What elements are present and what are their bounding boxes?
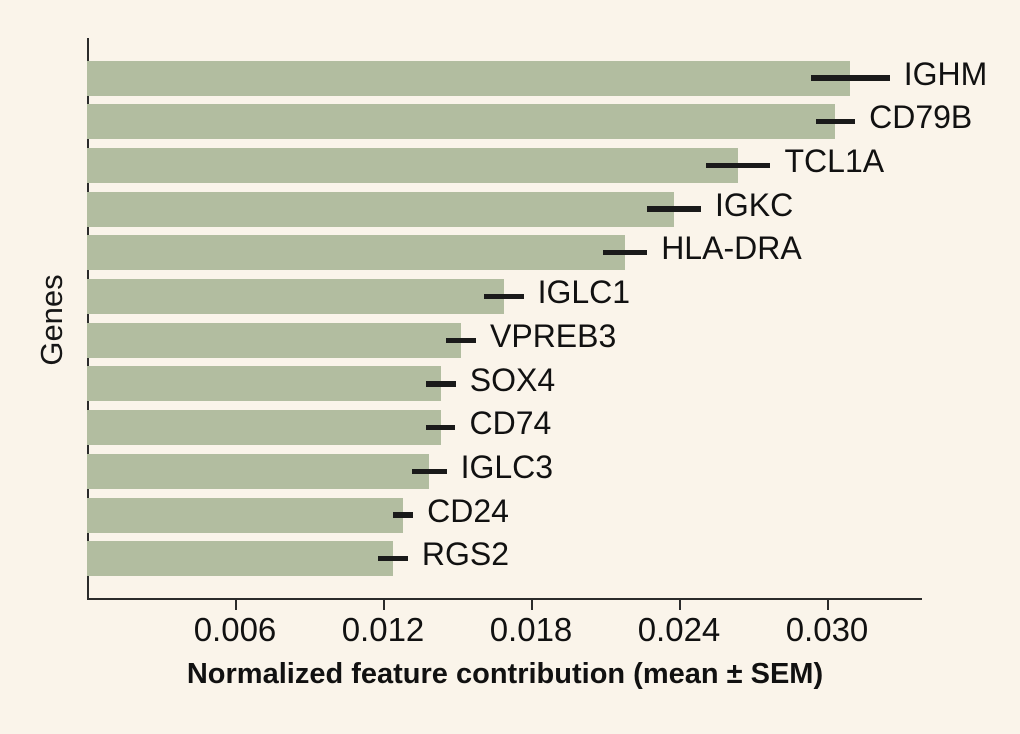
svg-text:Genes: Genes [34,274,69,365]
